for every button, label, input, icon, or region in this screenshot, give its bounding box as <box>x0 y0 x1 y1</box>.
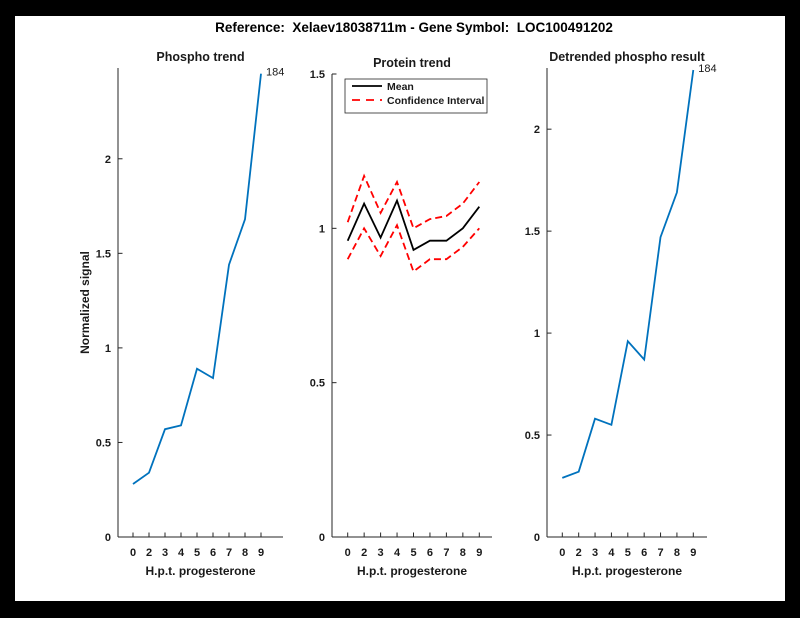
y-tick-label: 1.5 <box>525 226 540 238</box>
subplot-title: Detrended phospho result <box>549 50 705 64</box>
subplot-title: Protein trend <box>373 56 451 70</box>
figure-title: Reference: Xelaev18038711m - Gene Symbol… <box>215 20 613 35</box>
y-tick-label: 2 <box>105 154 111 166</box>
subplot-2-detrended-phospho-result: 00.511.520 2 3 4 5 6 7 8 9H.p.t. progesteroneDet… <box>525 50 717 578</box>
x-tick-label: 7 <box>226 547 232 559</box>
x-tick-label: 5 <box>410 547 416 559</box>
x-tick-label: 6 <box>210 547 216 559</box>
x-axis-label: H.p.t. progesterone <box>572 564 682 578</box>
series-line-confidence-interval-lower <box>346 222 480 273</box>
legend-entry-label: Mean <box>387 81 414 93</box>
y-tick-label: 1 <box>105 343 111 355</box>
x-tick-label: 9 <box>690 547 696 559</box>
x-tick-label: 2 <box>361 547 367 559</box>
x-tick-label: 2 <box>146 547 152 559</box>
x-tick-label: 9 <box>258 547 264 559</box>
y-tick-label: 2 <box>534 124 540 136</box>
y-tick-label: 1 <box>534 328 540 340</box>
x-tick-label: 4 <box>608 547 615 559</box>
x-tick-label: 0 <box>345 547 351 559</box>
annotation-label: 184 <box>266 67 284 79</box>
y-axis-label: Normalized signal <box>78 251 92 354</box>
legend-box <box>344 78 488 114</box>
x-tick-label: 5 <box>625 547 631 559</box>
y-tick-label: 0 <box>534 532 540 544</box>
y-tick-label: 0 <box>319 532 325 544</box>
x-tick-label: 6 <box>641 547 647 559</box>
y-tick-label: 1.5 <box>310 69 325 81</box>
series-line-mean <box>346 198 481 252</box>
series-line-confidence-interval-upper <box>346 173 481 230</box>
x-tick-label: 2 <box>576 547 582 559</box>
x-tick-label: 8 <box>674 547 680 559</box>
y-tick-label: 0.5 <box>310 378 325 390</box>
y-tick-label: 0.5 <box>96 437 111 449</box>
x-tick-label: 3 <box>378 547 384 559</box>
figure-canvas: Reference: Xelaev18038711m - Gene Symbol… <box>15 16 785 601</box>
x-tick-label: 8 <box>460 547 466 559</box>
x-tick-label: 4 <box>394 547 401 559</box>
y-tick-label: 1.5 <box>96 248 111 260</box>
y-tick-label: 1 <box>319 223 325 235</box>
annotation-label: 184 <box>698 63 716 75</box>
subplot-0-phospho-trend: 00.511.520 2 3 4 5 6 7 8 9H.p.t. progesteroneNor… <box>78 50 284 578</box>
x-tick-label: 7 <box>657 547 663 559</box>
legend-entry-label: Confidence Interval <box>387 95 485 107</box>
x-tick-label: 3 <box>162 547 168 559</box>
x-axis-label: H.p.t. progesterone <box>357 564 467 578</box>
x-tick-label: 0 <box>559 547 565 559</box>
x-tick-label: 5 <box>194 547 200 559</box>
subplot-1-protein-trend: 00.511.50 2 3 4 5 6 7 8 9H.p.t. progesteroneProt… <box>310 56 492 578</box>
x-tick-label: 7 <box>443 547 449 559</box>
x-tick-label: 8 <box>242 547 248 559</box>
x-tick-label: 0 <box>130 547 136 559</box>
plots-svg: 00.511.520 2 3 4 5 6 7 8 9H.p.t. progesteroneNor… <box>78 50 717 578</box>
y-tick-label: 0 <box>105 532 111 544</box>
y-tick-label: 0.5 <box>525 430 540 442</box>
series-line-phospho-signal <box>132 73 262 485</box>
x-tick-label: 9 <box>476 547 482 559</box>
x-tick-label: 4 <box>178 547 185 559</box>
x-tick-label: 6 <box>427 547 433 559</box>
subplot-title: Phospho trend <box>156 50 244 64</box>
x-axis-label: H.p.t. progesterone <box>145 564 255 578</box>
x-tick-label: 3 <box>592 547 598 559</box>
series-line-detrended-phospho-signal <box>561 69 695 479</box>
